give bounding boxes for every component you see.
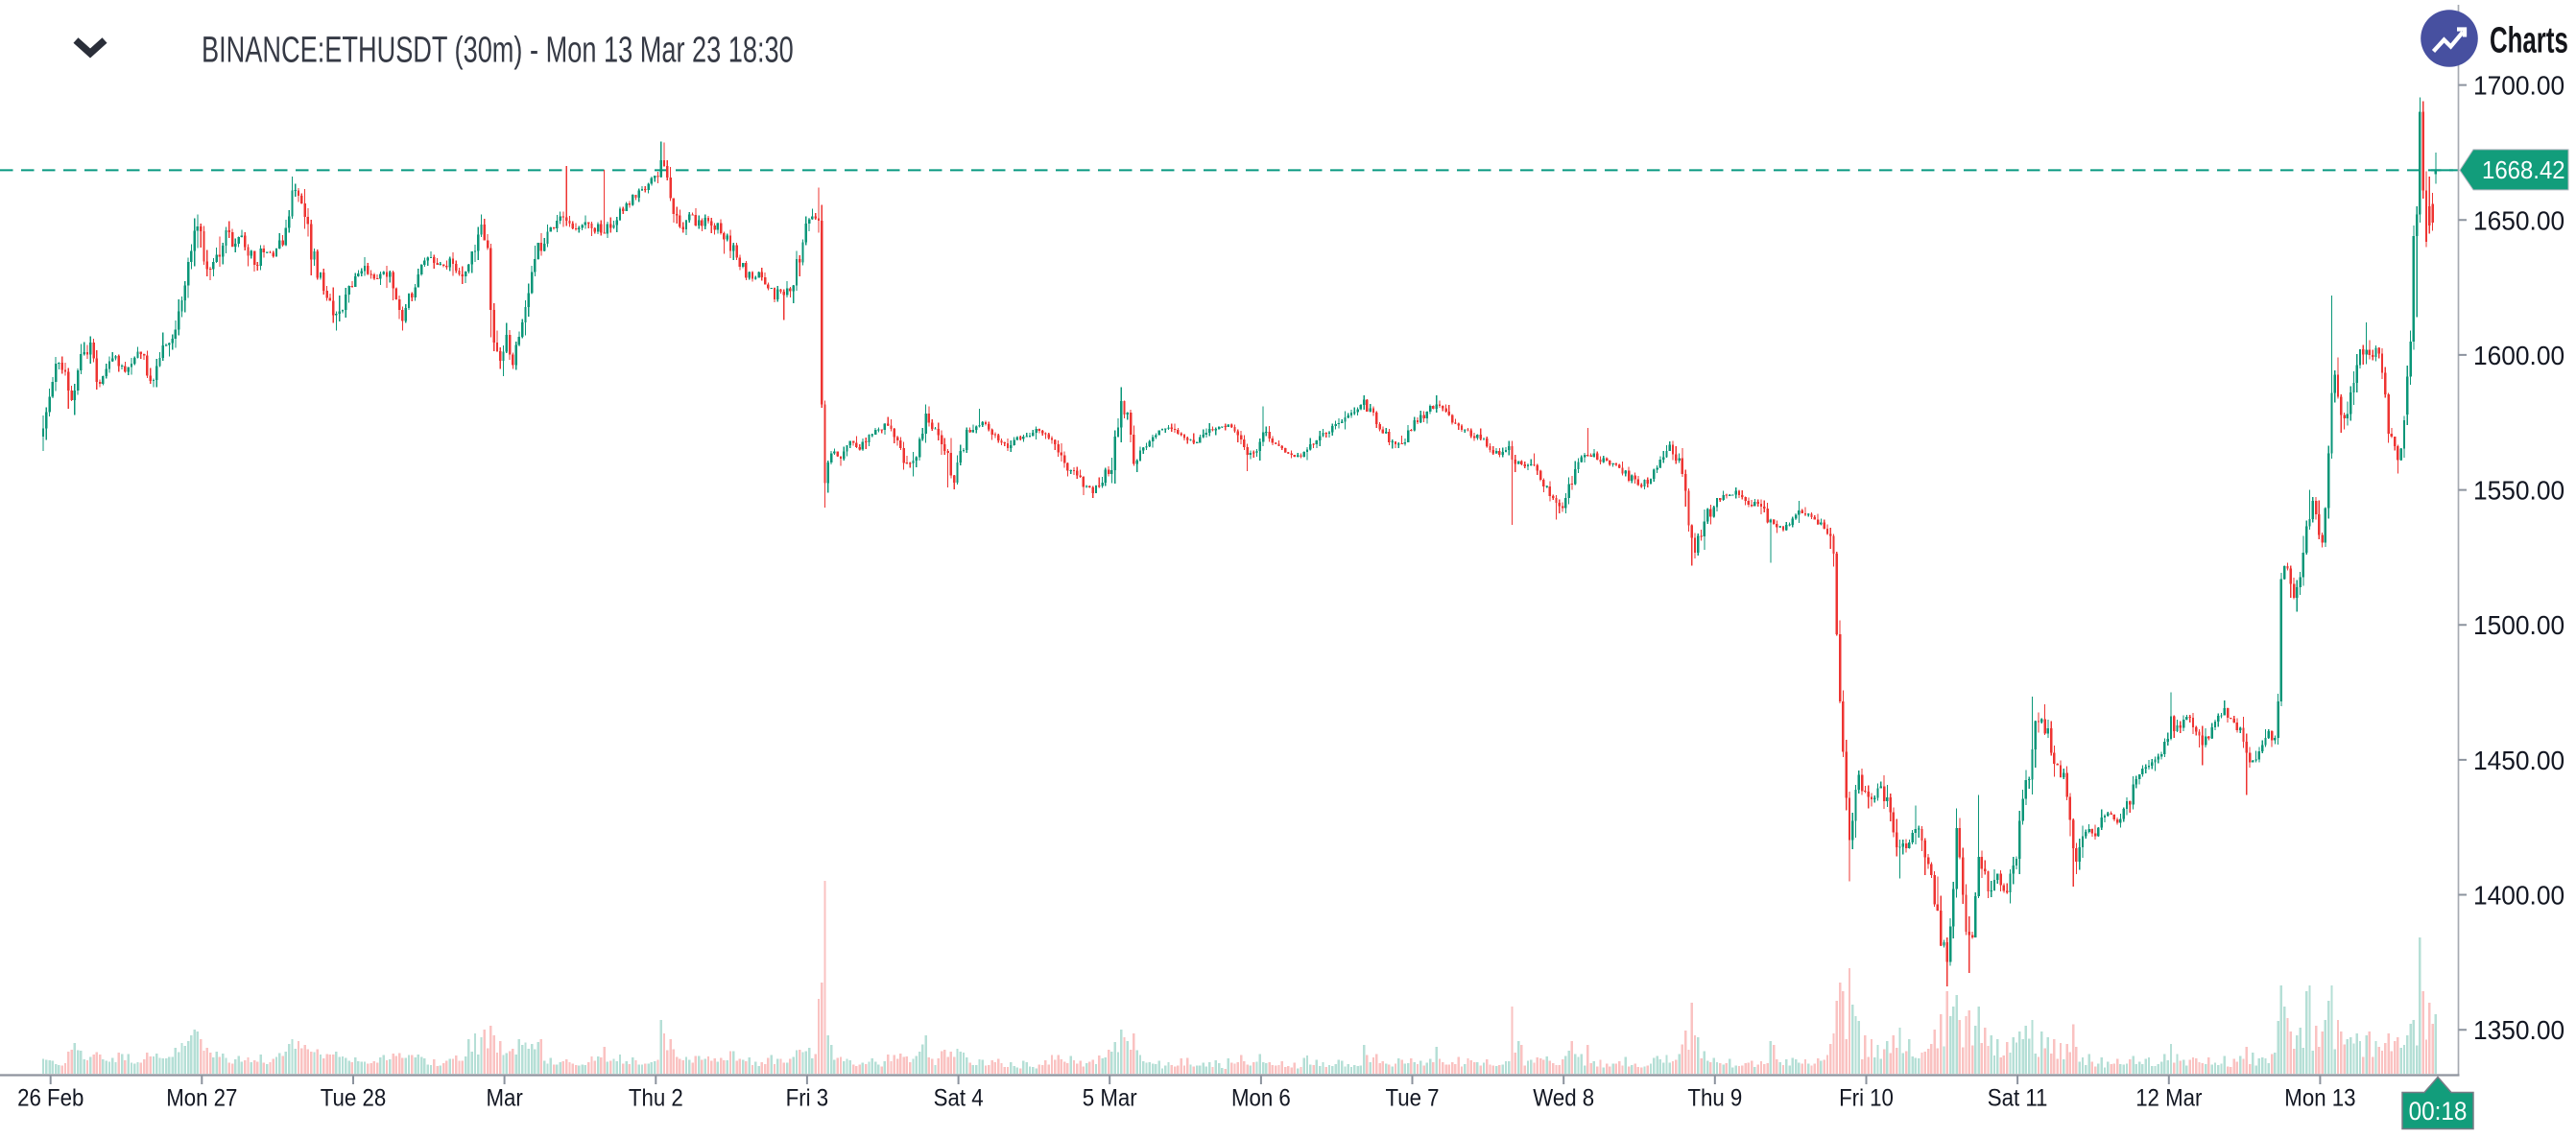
svg-text:26 Feb: 26 Feb [17,1085,83,1111]
svg-text:Sat 11: Sat 11 [1988,1085,2048,1111]
svg-text:1600.00: 1600.00 [2473,340,2564,370]
svg-text:Tue 7: Tue 7 [1385,1085,1439,1111]
svg-text:Fri 3: Fri 3 [786,1085,828,1111]
svg-text:Wed 8: Wed 8 [1533,1085,1594,1111]
svg-text:Mon 27: Mon 27 [166,1085,237,1111]
svg-text:1650.00: 1650.00 [2473,205,2564,236]
svg-text:Mon 6: Mon 6 [1231,1085,1291,1111]
svg-text:Sat 4: Sat 4 [934,1085,984,1111]
svg-text:1450.00: 1450.00 [2473,745,2564,775]
svg-text:1400.00: 1400.00 [2473,880,2564,911]
svg-text:1550.00: 1550.00 [2473,475,2564,506]
svg-text:Fri 10: Fri 10 [1839,1085,1894,1111]
svg-text:Thu 2: Thu 2 [629,1085,683,1111]
svg-text:Charts by: Charts by [2490,20,2576,60]
svg-text:5 Mar: 5 Mar [1083,1085,1137,1111]
svg-text:Mon 13: Mon 13 [2284,1085,2355,1111]
svg-text:BINANCE:ETHUSDT (30m) - Mon 13: BINANCE:ETHUSDT (30m) - Mon 13 Mar 23 18… [202,29,794,70]
svg-text:12 Mar: 12 Mar [2135,1085,2202,1111]
svg-text:1350.00: 1350.00 [2473,1014,2564,1045]
svg-text:1668.42: 1668.42 [2482,158,2565,185]
svg-text:00:18: 00:18 [2409,1098,2468,1126]
svg-text:Thu 9: Thu 9 [1687,1085,1742,1111]
svg-text:1500.00: 1500.00 [2473,609,2564,640]
svg-text:Mar: Mar [486,1085,522,1111]
svg-text:1700.00: 1700.00 [2473,70,2564,101]
svg-text:Tue 28: Tue 28 [321,1085,386,1111]
